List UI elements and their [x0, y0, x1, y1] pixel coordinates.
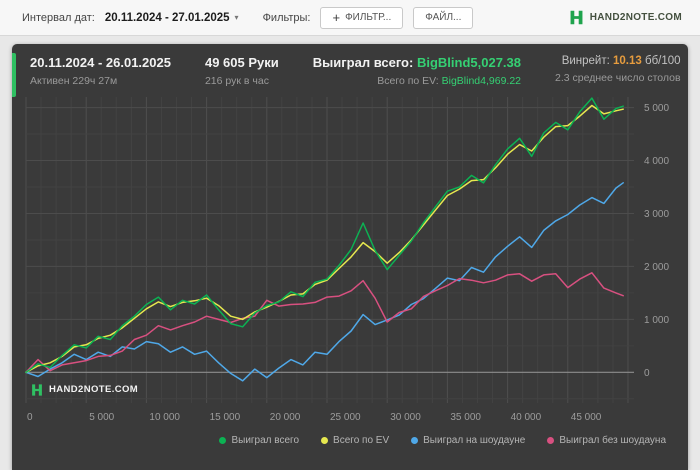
legend-label: Выиграл на шоудауне: [423, 434, 526, 446]
hand2note-logo: HAND2NOTE.COM: [568, 9, 682, 26]
filters-label: Фильтры:: [262, 11, 311, 24]
y-tick-label: 1 000: [644, 315, 669, 326]
y-tick-label: 4 000: [644, 156, 669, 167]
hand2note-h-icon: [32, 384, 42, 396]
legend-dot-icon: [219, 436, 227, 444]
legend-item[interactable]: Выиграл на шоудауне: [411, 435, 525, 446]
avg-tables-value: 2.3 среднее число столов: [555, 72, 681, 85]
x-tick-label: 15 000: [210, 412, 241, 423]
date-interval-dropdown[interactable]: 20.11.2024 - 27.01.2025 ▾: [105, 12, 239, 24]
chart-watermark-text: HAND2NOTE.COM: [49, 384, 139, 396]
legend-item[interactable]: Выиграл всего: [219, 435, 299, 446]
won-total-value: BigBlind5,027.38: [416, 55, 522, 70]
stat-won-total: Выиграл всего: BigBlind5,027.38 Всего по…: [313, 53, 521, 89]
legend-item[interactable]: Выиграл без шоудауна: [547, 435, 666, 446]
hands-per-hour-value: 216 рук в час: [204, 74, 269, 87]
panel-accent-stripe: [12, 53, 16, 97]
date-interval-value: 20.11.2024 - 27.01.2025: [104, 11, 230, 24]
x-tick-label: 45 000: [571, 412, 602, 423]
file-button[interactable]: ФАЙЛ...: [413, 6, 474, 29]
x-tick-label: 5 000: [89, 412, 114, 423]
x-tick-label: 0: [27, 412, 33, 423]
hand2note-logo-text: HAND2NOTE.COM: [589, 12, 682, 23]
y-tick-label: 0: [644, 368, 650, 379]
legend-label: Выиграл всего: [231, 434, 300, 446]
active-time-value: Активен 229ч 27м: [30, 74, 118, 87]
legend-label: Всего по EV: [333, 434, 390, 446]
x-tick-label: 30 000: [390, 412, 421, 423]
chart-area: 0 1 000 2 000 3 000 4 000 5 000 0 5 000 10 000 15…: [12, 91, 688, 433]
x-tick-label: 20 000: [270, 412, 301, 423]
ev-total-label: Всего по EV:: [377, 74, 439, 87]
x-tick-label: 10 000: [149, 412, 180, 423]
panel-header: 20.11.2024 - 26.01.2025 Активен 229ч 27м…: [12, 44, 688, 91]
x-tick-label: 25 000: [330, 412, 361, 423]
legend-dot-icon: [547, 436, 555, 444]
y-tick-label: 2 000: [644, 262, 669, 273]
hands-count-value: 49 605 Руки: [204, 55, 279, 70]
topbar: Интервал дат: 20.11.2024 - 27.01.2025 ▾ …: [0, 0, 700, 36]
add-filter-button-label: ФИЛЬТР...: [345, 12, 392, 23]
add-filter-button[interactable]: + ФИЛЬТР...: [320, 6, 404, 29]
ev-total-value: BigBlind4,969.22: [441, 74, 522, 87]
x-tick-label: 35 000: [450, 412, 481, 423]
y-tick-label: 3 000: [644, 209, 669, 220]
stat-hands: 49 605 Руки 216 рук в час: [205, 53, 279, 89]
session-report-panel: 20.11.2024 - 26.01.2025 Активен 229ч 27м…: [12, 44, 688, 470]
stat-date-range: 20.11.2024 - 26.01.2025 Активен 229ч 27м: [30, 53, 171, 89]
chart-series-line: [25, 271, 624, 373]
legend-item[interactable]: Всего по EV: [321, 435, 389, 446]
x-tick-label: 40 000: [511, 412, 542, 423]
date-range-value: 20.11.2024 - 26.01.2025: [30, 55, 171, 70]
winrate-value: 10.13: [613, 55, 642, 67]
winrate-unit: бб/100: [645, 55, 681, 67]
chart-series-line: [25, 97, 624, 373]
chart-series-line: [25, 104, 624, 373]
y-tick-label: 5 000: [644, 103, 669, 114]
plus-icon: +: [332, 10, 341, 25]
winrate-label: Винрейт:: [561, 55, 610, 67]
won-total-label: Выиграл всего:: [312, 55, 414, 70]
stat-winrate: Винрейт: 10.13 бб/100 2.3 среднее число …: [555, 53, 681, 87]
legend-dot-icon: [321, 436, 329, 444]
date-interval-label: Интервал дат:: [22, 11, 95, 24]
legend-dot-icon: [411, 436, 419, 444]
legend-label: Выиграл без шоудауна: [559, 434, 666, 446]
hand2note-h-icon: [570, 10, 583, 25]
chevron-down-icon: ▾: [234, 12, 239, 22]
chart-legend: Выиграл всего Всего по EV Выиграл на шоуда…: [12, 433, 688, 446]
chart-watermark: HAND2NOTE.COM: [30, 383, 138, 397]
winnings-line-chart[interactable]: 0 1 000 2 000 3 000 4 000 5 000 0 5 000 10 000 15…: [24, 93, 684, 433]
file-button-label: ФАЙЛ...: [425, 12, 462, 23]
